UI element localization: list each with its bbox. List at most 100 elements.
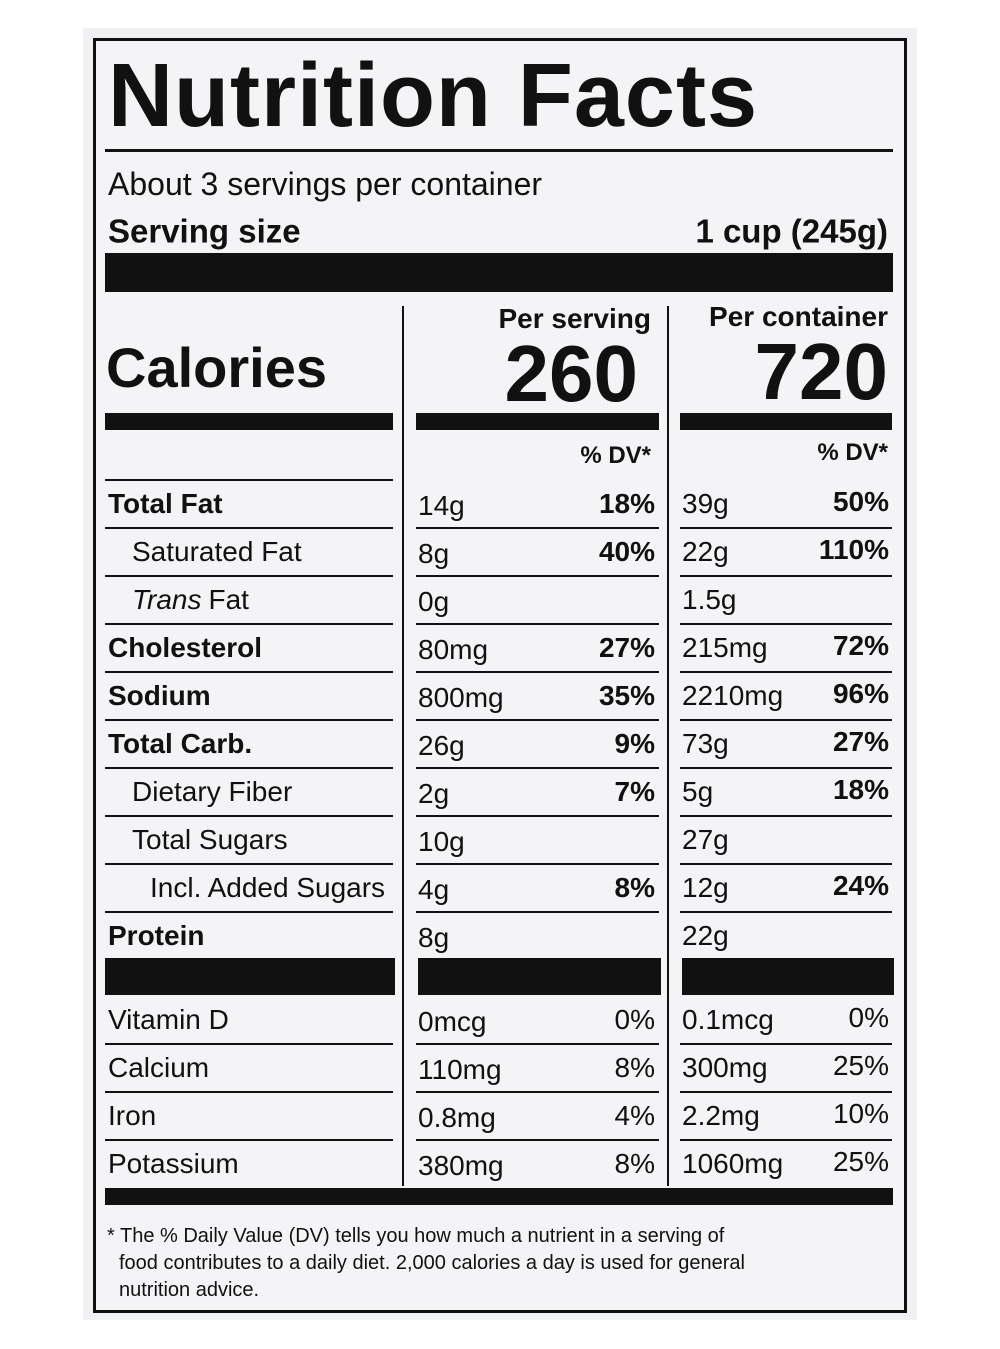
rule [416,863,659,865]
nutrition-label [93,38,907,1313]
column-header: Per serving [498,303,651,334]
rule [680,767,892,769]
container-dv: 110% [818,534,889,565]
serving-amount: 4g [418,874,450,905]
rule [680,575,892,577]
serving-dv: 0% [614,1004,655,1035]
nutrient-name: Dietary Fiber [132,776,293,807]
container-dv: 10% [832,1098,889,1129]
nutrient-name: Vitamin D [108,1004,229,1035]
container-amount: 73g [682,728,729,759]
container-amount: 27g [682,824,729,855]
rule [680,863,892,865]
serving-amount: 10g [418,826,465,857]
footnote: * The % Daily Value (DV) tells you how m… [107,1225,725,1247]
container-amount: 2210mg [682,680,784,711]
serving-amount: 26g [418,730,465,761]
serving-amount: 8g [418,538,450,569]
container-dv: 0% [848,1002,889,1033]
rule [416,767,659,769]
rule [680,1139,892,1141]
serving-amount: 14g [418,490,465,521]
rule [416,911,659,913]
serving-size-value: 1 cup (245g) [695,212,888,250]
nutrient-name: Total Fat [108,488,223,519]
medium-bar [105,413,393,430]
serving-dv: 9% [614,728,655,759]
rule [680,719,892,721]
container-dv: 27% [832,726,889,757]
medium-bar [416,413,659,430]
nutrient-name-italic: Trans [132,584,202,615]
rule [416,623,659,625]
rule [105,575,393,577]
container-amount: 215mg [682,632,768,663]
servings-per-container: About 3 servings per container [108,166,543,202]
container-dv: 25% [832,1146,889,1177]
container-amount: 5g [682,776,714,807]
footnote: nutrition advice. [119,1279,260,1301]
serving-dv: 27% [598,632,655,663]
rule [416,671,659,673]
rule [105,527,393,529]
container-amount: 1.5g [682,584,737,615]
column-divider [402,306,404,1186]
column-header: Per container [709,301,888,332]
rule [680,527,892,529]
serving-amount: 80mg [418,634,489,665]
container-dv: 25% [832,1050,889,1081]
serving-dv: 35% [598,680,655,711]
serving-amount: 800mg [418,682,504,713]
thick-bar [682,958,894,995]
thick-bar [418,958,661,995]
rule [680,1043,892,1045]
container-dv: 96% [832,678,889,709]
container-dv: 24% [832,870,889,901]
rule [105,719,393,721]
calories-label: Calories [106,336,327,399]
serving-dv: 8% [614,872,655,903]
nutrient-name: Cholesterol [108,632,263,663]
container-dv: 18% [832,774,889,805]
thick-bar [105,958,395,995]
nutrient-name: Total Sugars [132,824,288,855]
nutrient-name: Iron [108,1100,157,1131]
rule [105,863,393,865]
nutrient-name: Total Carb. [108,728,253,759]
title: Nutrition Facts [108,46,759,146]
nutrient-name: Calcium [108,1052,210,1083]
dv-header: % DV* [817,439,888,466]
rule [105,1043,393,1045]
rule [105,671,393,673]
container-amount: 0.1mcg [682,1004,774,1035]
rule [416,527,659,529]
serving-amount: 2g [418,778,450,809]
serving-amount: 0mcg [418,1006,487,1037]
serving-dv: 40% [598,536,655,567]
nutrient-name: Fat [208,584,249,615]
rule [416,575,659,577]
container-amount: 300mg [682,1052,768,1083]
container-amount: 2.2mg [682,1100,760,1131]
serving-dv: 8% [614,1052,655,1083]
rule [105,1091,393,1093]
serving-dv: 8% [614,1148,655,1179]
rule [416,1091,659,1093]
serving-amount: 0.8mg [418,1102,496,1133]
column-divider [667,306,669,1186]
thick-bar [105,253,893,292]
rule [105,479,393,481]
rule [105,911,393,913]
serving-dv: 7% [614,776,655,807]
rule [105,623,393,625]
serving-size-label: Serving size [108,212,301,250]
rule [416,719,659,721]
nutrient-name: Potassium [108,1148,239,1179]
serving-amount: 0g [418,586,450,617]
serving-amount: 110mg [418,1054,502,1085]
serving-dv: 18% [598,488,655,519]
calories-value: 260 [504,329,638,418]
medium-bar [680,413,892,430]
serving-dv: 4% [614,1100,655,1131]
nutrient-name: Saturated Fat [132,536,302,567]
